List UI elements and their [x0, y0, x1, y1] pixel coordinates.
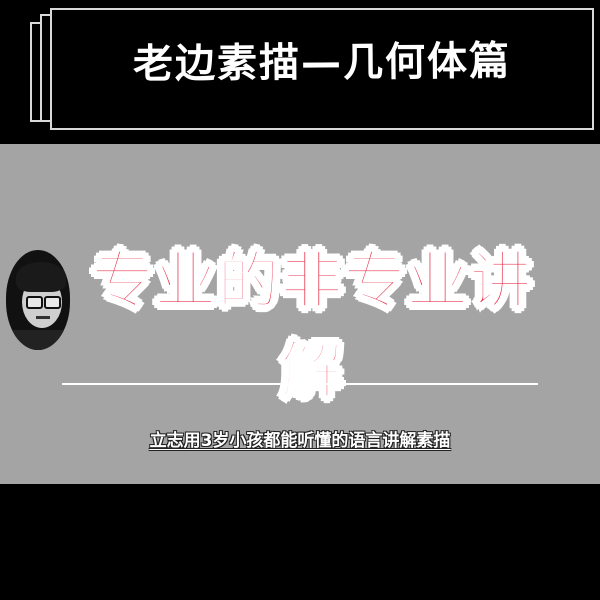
- avatar-hair: [16, 262, 66, 292]
- title-frame: 老边素描—几何体篇: [50, 8, 594, 130]
- avatar-mouth: [36, 316, 50, 319]
- page-title: 老边素描—几何体篇: [132, 38, 512, 88]
- avatar: [6, 250, 70, 350]
- headline: 专业的非专业讲解: [90, 243, 533, 408]
- divider: [62, 383, 538, 385]
- avatar-glasses-right: [44, 296, 61, 309]
- avatar-glasses-left: [26, 296, 43, 309]
- subtitle: 立志用3岁小孩都能听懂的语言讲解素描: [149, 431, 451, 451]
- avatar-body: [6, 330, 70, 350]
- gray-banner: [0, 144, 600, 484]
